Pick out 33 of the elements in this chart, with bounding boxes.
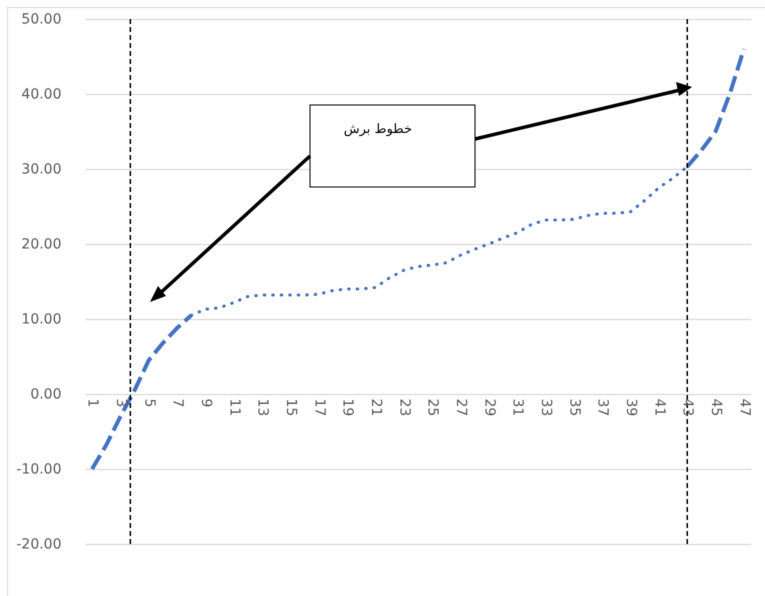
x-tick-label: 37 [594, 398, 611, 416]
x-tick-label: 33 [538, 398, 554, 416]
x-tick-label: 39 [623, 398, 640, 416]
x-tick-label: 35 [566, 398, 582, 416]
x-tick-label: 47 [736, 398, 752, 416]
y-tick-label: 0.00 [30, 386, 62, 402]
x-tick-label: 7 [170, 398, 186, 408]
x-tick-label: 9 [198, 398, 214, 408]
y-tick-label: -10.00 [16, 462, 62, 478]
x-tick-label: 31 [510, 398, 526, 416]
x-tick-label: 45 [708, 398, 724, 416]
x-tick-label: 17 [311, 398, 328, 416]
x-tick-label: 43 [680, 398, 696, 416]
x-tick-label: 3 [112, 398, 129, 408]
y-tick-label: 20.00 [21, 236, 62, 252]
y-tick-label: 10.00 [21, 312, 62, 328]
x-tick-label: 15 [282, 398, 299, 416]
y-tick-label: 50.00 [21, 12, 62, 28]
y-tick-label: -20.00 [16, 536, 62, 552]
x-tick-label: 19 [340, 398, 356, 416]
annotation: خطوط برش [342, 122, 412, 137]
y-tick-label: 30.00 [21, 162, 62, 178]
x-tick-label: 27 [453, 398, 470, 416]
x-tick-label: 5 [141, 398, 158, 408]
x-tick-label: 21 [368, 398, 384, 416]
x-tick-label: 25 [424, 398, 441, 416]
x-tick-label: 13 [254, 398, 271, 416]
x-tick-label: 41 [651, 398, 668, 416]
x-tick-label: 29 [481, 398, 498, 416]
x-tick-label: 11 [226, 398, 242, 416]
x-tick-label: 23 [396, 398, 412, 416]
x-tick-label: 1 [84, 398, 101, 408]
y-tick-label: 40.00 [21, 86, 62, 102]
